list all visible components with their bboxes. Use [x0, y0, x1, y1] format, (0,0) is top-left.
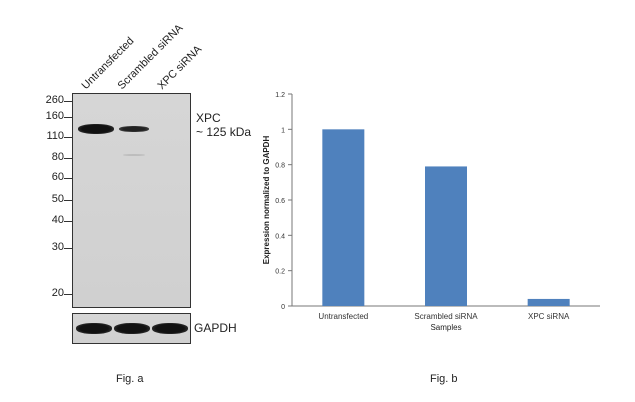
x-tick-label: XPC siRNA	[528, 312, 570, 321]
mw-marker-20: 20	[51, 287, 64, 299]
y-tick-label: 0.8	[275, 163, 285, 170]
mw-tick	[64, 294, 72, 295]
y-tick-label: 1	[281, 127, 285, 134]
bar	[527, 298, 570, 306]
mw-marker-260: 260	[45, 94, 64, 106]
mw-marker-80: 80	[51, 151, 64, 163]
x-tick-label: Untransfected	[318, 312, 368, 321]
target-size-label: ~ 125 kDa	[196, 125, 252, 139]
gapdh-band-untransfected	[76, 323, 112, 334]
bar	[425, 166, 467, 306]
gapdh-blot-panel	[72, 313, 191, 344]
gapdh-band-xpc-sirna	[152, 323, 188, 334]
x-axis-title: Samples	[430, 323, 461, 332]
mw-marker-160: 160	[45, 110, 64, 122]
fig-a-caption: Fig. a	[116, 373, 144, 385]
y-tick-label: 1.2	[275, 92, 285, 99]
faint-band	[123, 154, 145, 156]
y-axis-title: Expression normalized to GAPDH	[262, 136, 271, 265]
mw-tick	[64, 248, 72, 249]
mw-marker-110: 110	[46, 130, 64, 142]
bar	[322, 129, 365, 306]
mw-marker-60: 60	[51, 171, 64, 183]
x-tick-label: Scrambled siRNA	[414, 312, 478, 321]
y-tick-label: 0.2	[275, 269, 285, 276]
mw-tick	[64, 158, 72, 159]
target-label: XPC	[196, 111, 221, 125]
mw-marker-50: 50	[51, 193, 64, 205]
y-tick-label: 0.4	[275, 233, 285, 240]
mw-tick	[64, 200, 72, 201]
xpc-band-scrambled-sirna	[119, 126, 149, 132]
mw-tick	[64, 101, 72, 102]
mw-tick	[64, 117, 72, 118]
y-tick-label: 0	[281, 304, 285, 311]
loading-control-label: GAPDH	[194, 321, 237, 335]
xpc-blot-panel	[72, 93, 191, 308]
mw-tick	[64, 221, 72, 222]
mw-marker-40: 40	[51, 214, 64, 226]
gapdh-band-scrambled-sirna	[114, 323, 150, 334]
xpc-band-untransfected	[78, 124, 114, 134]
mw-marker-30: 30	[51, 241, 64, 253]
fig-b-caption: Fig. b	[430, 373, 458, 385]
mw-tick	[64, 137, 72, 138]
mw-tick	[64, 178, 72, 179]
y-tick-label: 0.6	[275, 198, 285, 205]
